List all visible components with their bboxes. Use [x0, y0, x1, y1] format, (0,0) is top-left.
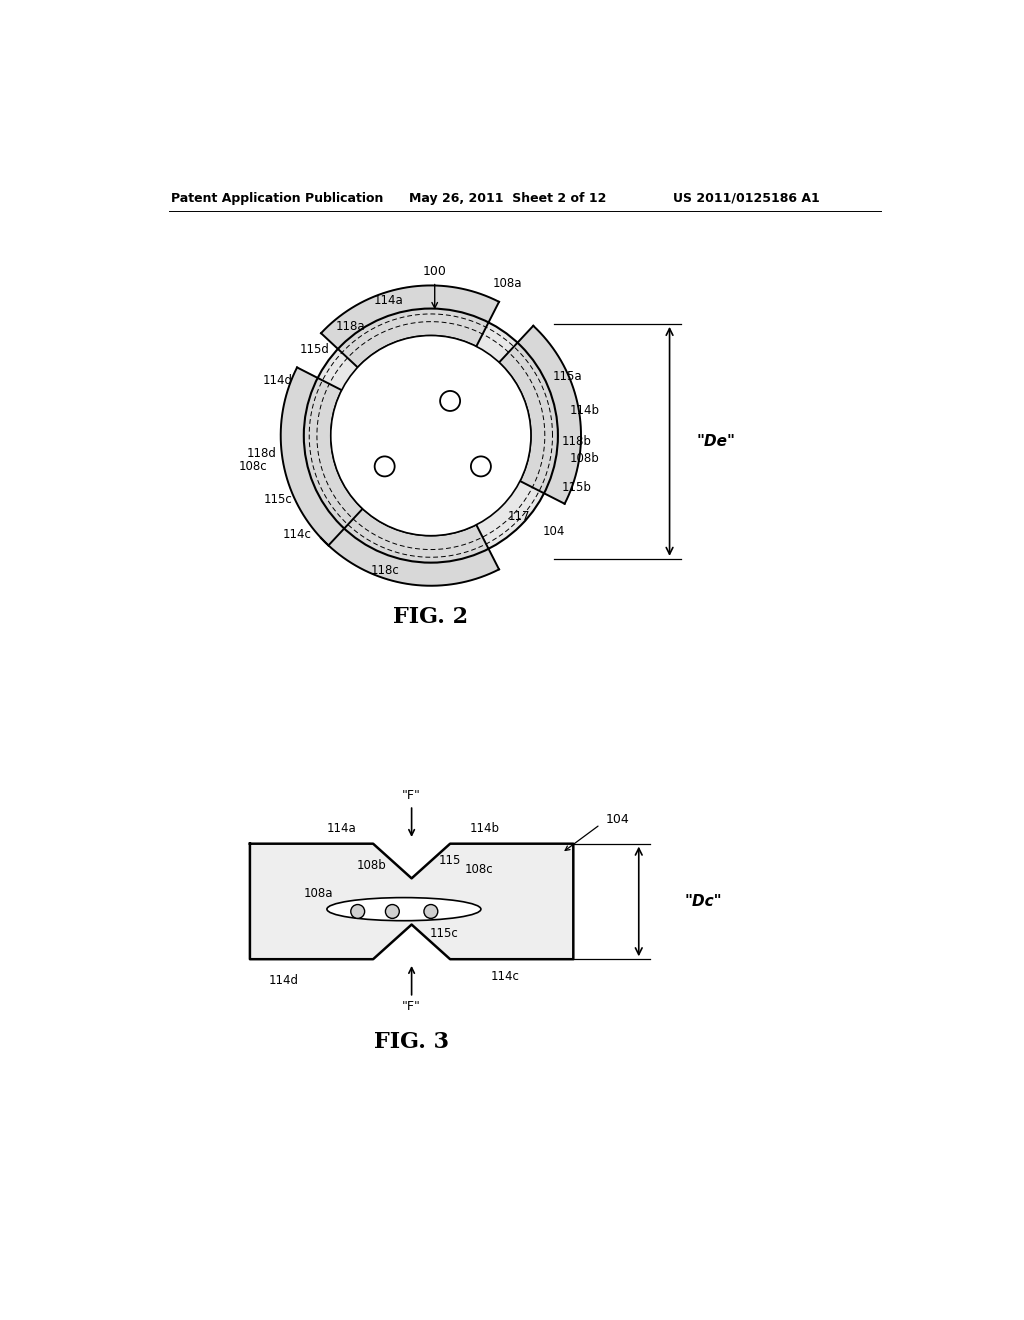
Text: 108b: 108b: [569, 453, 599, 465]
Polygon shape: [322, 285, 499, 367]
Text: 114d: 114d: [268, 974, 298, 987]
Text: "Dc": "Dc": [685, 894, 723, 909]
Text: 115c: 115c: [429, 927, 458, 940]
Text: FIG. 3: FIG. 3: [374, 1031, 450, 1053]
Text: 108a: 108a: [493, 277, 522, 289]
Text: 108c: 108c: [465, 863, 494, 876]
Polygon shape: [499, 326, 581, 504]
Text: 117: 117: [508, 510, 530, 523]
Text: 100: 100: [423, 265, 446, 279]
Text: 115b: 115b: [562, 482, 592, 495]
Text: 114a: 114a: [374, 294, 403, 308]
Text: 114c: 114c: [490, 970, 520, 982]
Text: May 26, 2011  Sheet 2 of 12: May 26, 2011 Sheet 2 of 12: [410, 191, 606, 205]
Polygon shape: [304, 309, 558, 562]
Text: 114d: 114d: [262, 374, 292, 387]
Circle shape: [385, 904, 399, 919]
Text: US 2011/0125186 A1: US 2011/0125186 A1: [673, 191, 820, 205]
Circle shape: [331, 335, 531, 536]
Circle shape: [440, 391, 460, 411]
Text: FIG. 2: FIG. 2: [393, 606, 468, 627]
Text: 115a: 115a: [553, 370, 583, 383]
Polygon shape: [281, 367, 362, 545]
Text: 118a: 118a: [336, 319, 366, 333]
Text: "F": "F": [402, 1001, 421, 1014]
Text: 114a: 114a: [327, 822, 356, 834]
Circle shape: [375, 457, 394, 477]
Text: 118b: 118b: [562, 436, 592, 449]
Polygon shape: [250, 843, 573, 960]
Circle shape: [471, 457, 490, 477]
Text: 118c: 118c: [371, 564, 399, 577]
Text: 108b: 108b: [356, 859, 386, 871]
Text: 115: 115: [438, 854, 461, 867]
Text: 104: 104: [543, 525, 565, 539]
Text: "F": "F": [402, 789, 421, 803]
Text: 115d: 115d: [299, 343, 330, 356]
Text: 114c: 114c: [283, 528, 311, 541]
Circle shape: [351, 904, 365, 919]
Circle shape: [424, 904, 438, 919]
Text: 104: 104: [605, 813, 630, 825]
Text: 108a: 108a: [304, 887, 333, 900]
Text: 114b: 114b: [469, 822, 500, 834]
Polygon shape: [322, 504, 499, 586]
Text: Patent Application Publication: Patent Application Publication: [171, 191, 383, 205]
Text: 115c: 115c: [263, 492, 292, 506]
Text: 118d: 118d: [247, 446, 276, 459]
Text: 114b: 114b: [569, 404, 599, 417]
Ellipse shape: [327, 898, 481, 921]
Text: 108c: 108c: [239, 459, 267, 473]
Text: "De": "De": [696, 434, 735, 449]
